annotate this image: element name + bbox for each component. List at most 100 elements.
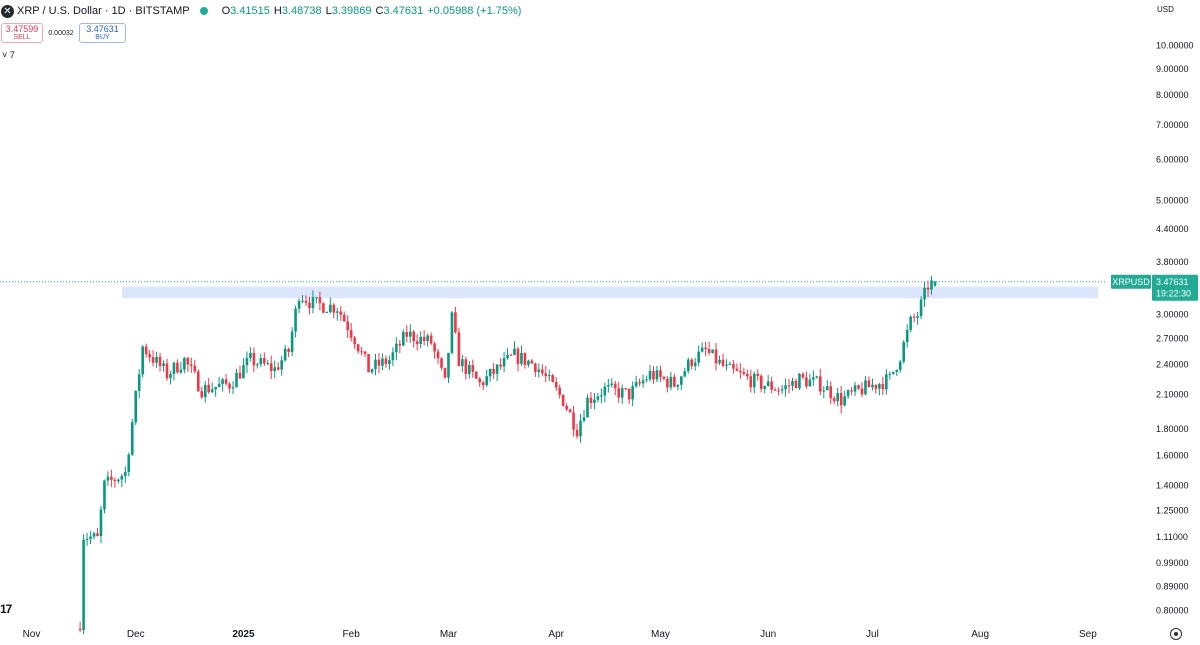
price-tick-label: 5.00000 <box>1156 195 1189 205</box>
candle-body <box>885 374 888 390</box>
candle-body <box>864 380 867 395</box>
candle <box>777 387 780 396</box>
tradingview-logo[interactable]: 17 <box>0 602 12 616</box>
candle <box>141 345 144 378</box>
candle <box>506 348 509 360</box>
xrp-logo-icon[interactable]: ✕ <box>1 4 14 18</box>
logo-text: 17 <box>0 602 12 616</box>
candle <box>235 368 238 388</box>
candle <box>422 330 426 346</box>
candle-body <box>773 389 777 391</box>
candle <box>405 325 409 343</box>
ohlc-close-label: C <box>375 5 384 17</box>
candle-body <box>370 369 374 373</box>
price-tick-label: 3.80000 <box>1156 257 1189 267</box>
candle-body <box>544 373 548 377</box>
candle <box>356 343 360 354</box>
candle-body <box>534 363 537 372</box>
candle <box>742 367 746 376</box>
candle-body <box>99 509 103 537</box>
candle-body <box>92 533 96 537</box>
indicators-toggle[interactable]: ˅ 7 <box>2 50 15 60</box>
gear-icon[interactable] <box>1170 628 1182 640</box>
price-tick-label: 6.00000 <box>1156 155 1189 165</box>
candle <box>106 471 110 486</box>
candle-body <box>697 351 700 363</box>
candle <box>610 378 614 388</box>
candle <box>558 384 561 399</box>
candle-body <box>547 375 551 377</box>
candle <box>162 360 165 372</box>
candle <box>481 380 485 391</box>
candle <box>846 389 850 400</box>
candle-body <box>193 365 197 372</box>
candle-body <box>857 385 860 389</box>
candle <box>930 276 933 295</box>
candle-body <box>579 420 582 437</box>
candle <box>78 621 82 633</box>
candle <box>902 340 905 364</box>
candle <box>426 333 429 347</box>
candle-body <box>231 387 235 389</box>
candle-body <box>561 394 565 406</box>
candle-body <box>871 384 874 388</box>
candle <box>127 452 131 477</box>
candle-body <box>398 343 402 346</box>
candle-body <box>874 384 878 389</box>
candle-body <box>853 385 857 392</box>
ohlc-open-label: O <box>221 5 231 17</box>
ohlc-high-value: 3.48738 <box>281 5 322 17</box>
sell-button[interactable]: 3.47599 SELL <box>1 23 43 43</box>
candle-body <box>433 343 436 352</box>
candle <box>565 403 568 412</box>
candle-body <box>85 538 89 540</box>
candle <box>224 373 228 386</box>
time-tick-label: Mar <box>440 629 458 640</box>
candle <box>203 381 207 403</box>
candle <box>276 362 280 371</box>
candle-body <box>763 386 766 389</box>
candle-body <box>683 371 687 377</box>
candle <box>839 385 843 414</box>
candle <box>464 356 468 380</box>
candle-body <box>276 367 280 370</box>
candle-body <box>412 331 416 342</box>
candle-body <box>759 375 763 389</box>
candle <box>926 280 930 297</box>
candle <box>130 418 134 457</box>
candle <box>249 347 252 362</box>
candle-body <box>280 360 283 370</box>
buy-label: BUY <box>95 33 110 41</box>
candle <box>474 371 478 379</box>
price-tick-label: 0.80000 <box>1156 606 1189 616</box>
candle-body <box>666 378 669 388</box>
market-status-icon <box>199 7 208 15</box>
candle-body <box>113 479 117 482</box>
candle-body <box>801 373 805 378</box>
candle <box>294 305 297 338</box>
buy-button[interactable]: 3.47631 BUY <box>79 23 126 43</box>
currency-selector[interactable]: USD <box>1157 5 1174 14</box>
candle-body <box>926 287 930 290</box>
candle-body <box>384 358 388 364</box>
candle <box>228 382 231 393</box>
candle <box>363 350 367 358</box>
symbol-title[interactable]: XRP / U.S. Dollar · 1D · BITSTAMP <box>17 5 190 17</box>
candle <box>349 323 353 342</box>
candle-body <box>301 300 304 302</box>
candle <box>148 349 151 363</box>
candle <box>388 355 391 370</box>
candle-body <box>106 476 110 481</box>
symbol-badge-label: XRPUSD <box>1112 277 1150 287</box>
candle-body <box>190 364 193 366</box>
candle <box>812 370 815 386</box>
price-tick-label: 1.11000 <box>1156 532 1188 542</box>
candle-body <box>377 359 381 366</box>
candle <box>843 390 846 407</box>
candle-body <box>89 536 92 539</box>
last-price-badge-layer: XRPUSD 3.47631 19:22:30 <box>1111 274 1198 301</box>
price-tick-label: 1.60000 <box>1156 450 1189 460</box>
candle-body <box>676 384 680 387</box>
candle-body <box>454 312 457 333</box>
